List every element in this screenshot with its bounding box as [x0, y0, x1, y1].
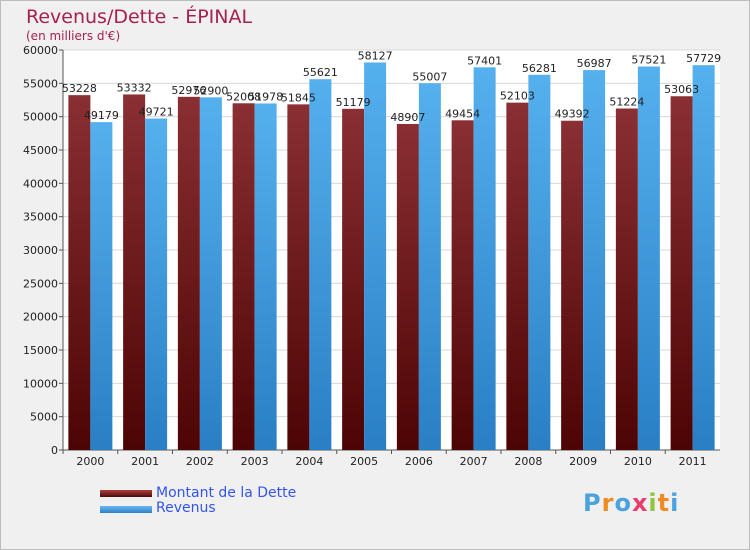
bar-dette: [123, 94, 146, 450]
logo-letter: o: [614, 489, 632, 517]
legend-label-revenus: Revenus: [156, 500, 216, 516]
x-tick-label: 2004: [295, 455, 323, 468]
data-label-revenus: 56281: [522, 62, 557, 75]
data-label-dette: 53228: [62, 82, 97, 95]
data-label-revenus: 49179: [84, 109, 119, 122]
data-label-dette: 49392: [555, 108, 590, 121]
x-tick-label: 2003: [241, 455, 269, 468]
legend-label-dette: Montant de la Dette: [156, 485, 297, 501]
logo-letter: i: [648, 489, 658, 517]
x-tick-label: 2010: [624, 455, 652, 468]
bar-dette: [68, 95, 91, 450]
logo-letter: P: [583, 489, 602, 517]
bar-dette: [506, 102, 529, 450]
proxiti-logo: Proxiti: [583, 489, 679, 517]
bar-dette: [396, 123, 419, 450]
data-label-dette: 48907: [390, 111, 425, 124]
data-label-dette: 51179: [336, 96, 371, 109]
logo-letter: t: [657, 489, 671, 517]
data-label-dette: 49454: [445, 107, 480, 120]
x-tick-label: 2002: [186, 455, 214, 468]
y-tick-label: 55000: [23, 77, 58, 90]
data-label-revenus: 57521: [631, 54, 666, 67]
bar-dette: [670, 96, 693, 450]
data-label-dette: 52976: [171, 84, 206, 97]
data-label-dette: 53063: [664, 83, 699, 96]
logo-letter: r: [601, 489, 615, 517]
y-tick-label: 10000: [23, 377, 58, 390]
bar-revenus: [254, 103, 277, 450]
data-label-dette: 53332: [117, 81, 152, 94]
legend-swatch-revenus: [100, 506, 152, 513]
bar-revenus: [364, 62, 387, 451]
bar-dette: [287, 104, 310, 450]
y-tick-label: 15000: [23, 344, 58, 357]
x-tick-label: 2005: [350, 455, 378, 468]
bar-revenus: [637, 66, 660, 450]
data-label-revenus: 51978: [248, 90, 283, 103]
data-label-dette: 52008: [226, 90, 261, 103]
bar-revenus: [199, 97, 222, 450]
y-tick-label: 60000: [23, 44, 58, 57]
data-label-revenus: 55621: [303, 66, 338, 79]
legend-swatch-dette: [100, 490, 152, 497]
data-label-revenus: 55007: [412, 70, 447, 83]
y-tick-label: 30000: [23, 244, 58, 257]
data-label-dette: 51224: [609, 96, 644, 109]
x-tick-label: 2009: [569, 455, 597, 468]
data-label-revenus: 49721: [139, 106, 174, 119]
x-tick-label: 2008: [514, 455, 542, 468]
y-tick-label: 40000: [23, 177, 58, 190]
data-label-revenus: 52900: [193, 84, 228, 97]
bar-dette: [615, 108, 638, 451]
data-label-revenus: 57729: [686, 52, 721, 65]
bar-revenus: [90, 122, 113, 450]
x-tick-label: 2007: [460, 455, 488, 468]
bar-revenus: [418, 83, 441, 450]
y-tick-label: 20000: [23, 311, 58, 324]
x-tick-label: 2000: [76, 455, 104, 468]
bar-dette: [342, 108, 365, 450]
data-label-dette: 52103: [500, 90, 535, 103]
data-label-revenus: 58127: [358, 49, 393, 62]
data-label-revenus: 57401: [467, 54, 502, 67]
bar-revenus: [473, 67, 496, 451]
y-tick-label: 50000: [23, 111, 58, 124]
bar-revenus: [309, 79, 332, 451]
x-tick-label: 2011: [679, 455, 707, 468]
bar-revenus: [528, 74, 551, 450]
bar-dette: [451, 120, 474, 450]
y-tick-label: 35000: [23, 211, 58, 224]
bar-dette: [561, 120, 584, 450]
y-tick-label: 45000: [23, 144, 58, 157]
bar-revenus: [145, 118, 168, 450]
chart-title: Revenus/Dette - ÉPINAL: [26, 6, 253, 28]
bar-revenus: [692, 65, 715, 450]
data-label-revenus: 56987: [577, 57, 612, 70]
y-tick-label: 25000: [23, 277, 58, 290]
bar-revenus: [583, 70, 606, 450]
data-label-dette: 51845: [281, 91, 316, 104]
y-tick-label: 0: [51, 444, 58, 457]
logo-letter: i: [670, 489, 680, 517]
bar-dette: [177, 96, 200, 451]
chart-subtitle: (en milliers d'€): [26, 29, 121, 43]
logo-letter: x: [631, 489, 649, 517]
bar-dette: [232, 103, 255, 450]
x-tick-label: 2006: [405, 455, 433, 468]
y-tick-label: 5000: [30, 411, 58, 424]
x-tick-label: 2001: [131, 455, 159, 468]
